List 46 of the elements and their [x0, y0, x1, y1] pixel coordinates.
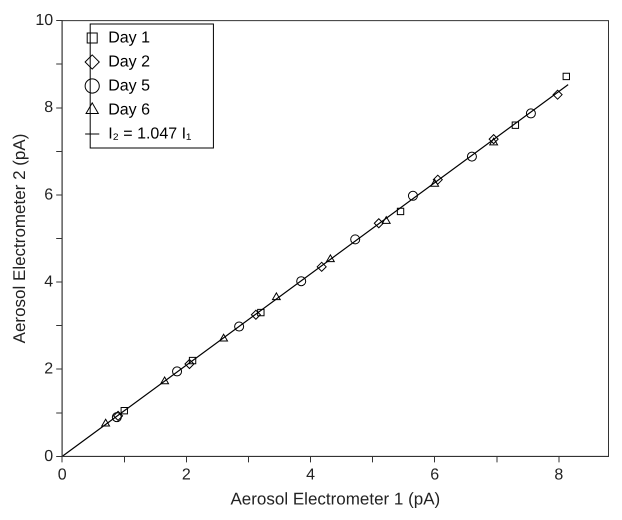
point: [250, 310, 261, 320]
x-tick-label: 0: [58, 466, 67, 484]
point: [272, 292, 281, 300]
point: [374, 218, 384, 228]
point: [552, 90, 563, 100]
y-tick-label: 10: [35, 12, 54, 30]
point: [408, 190, 418, 201]
legend-label: Day 5: [108, 77, 150, 94]
point: [188, 356, 196, 364]
point: [172, 366, 182, 376]
point: [257, 308, 265, 316]
x-tick-label: 6: [430, 466, 440, 484]
y-tick-label: 8: [44, 99, 54, 116]
point: [466, 152, 477, 162]
legend-label: Day 2: [108, 53, 150, 70]
point: [526, 108, 536, 118]
legend-label: I₂ = 1.047 I₁: [108, 125, 192, 142]
point: [184, 359, 194, 370]
legend-label: Day 6: [108, 101, 150, 118]
point: [219, 334, 228, 342]
point: [489, 138, 498, 146]
point: [296, 276, 306, 286]
y-tick-label: 2: [44, 360, 54, 378]
point: [101, 418, 110, 426]
point: [488, 134, 499, 144]
y-tick-label: 4: [44, 273, 54, 290]
x-tick-label: 2: [182, 466, 191, 484]
point: [430, 179, 440, 187]
point: [350, 234, 360, 244]
point: [382, 216, 391, 224]
point: [512, 122, 520, 129]
y-tick-label: 6: [44, 186, 54, 204]
point: [234, 322, 244, 332]
y-axis-title: Aerosol Electrometer 2 (pA): [10, 134, 29, 344]
legend-label: Day 1: [108, 29, 150, 46]
point: [562, 72, 570, 80]
y-tick-label: 0: [44, 448, 54, 465]
point: [120, 406, 128, 414]
point: [160, 376, 170, 384]
x-tick-label: 4: [306, 466, 316, 484]
x-tick-label: 8: [554, 466, 564, 484]
point: [326, 254, 335, 262]
point: [316, 262, 327, 272]
point: [432, 174, 443, 185]
x-axis-title: Aerosol Electrometer 1 (pA): [230, 489, 440, 508]
point: [396, 208, 404, 216]
